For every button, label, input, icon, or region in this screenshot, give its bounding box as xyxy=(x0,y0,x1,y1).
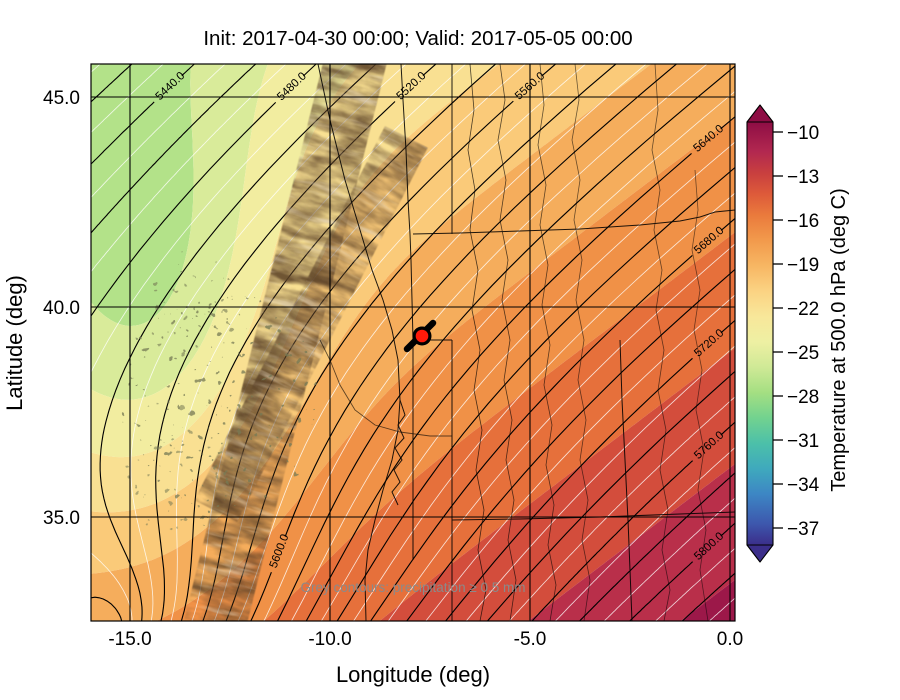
svg-text:0.0: 0.0 xyxy=(717,629,743,650)
svg-text:Init: 2017-04-30 00:00; Valid:: Init: 2017-04-30 00:00; Valid: 2017-05-0… xyxy=(203,27,632,50)
svg-text:−28: −28 xyxy=(787,387,819,408)
svg-text:−13: −13 xyxy=(787,167,819,188)
svg-text:Longitude (deg): Longitude (deg) xyxy=(336,662,490,687)
svg-text:-15.0: -15.0 xyxy=(108,629,151,650)
svg-text:-5.0: -5.0 xyxy=(514,629,547,650)
svg-text:−34: −34 xyxy=(787,475,820,496)
svg-text:−31: −31 xyxy=(787,431,819,452)
svg-text:Temperature at 500.0 hPa (deg: Temperature at 500.0 hPa (deg C) xyxy=(828,188,850,492)
svg-text:−19: −19 xyxy=(787,255,819,276)
svg-text:−25: −25 xyxy=(787,343,819,364)
svg-text:Latitude (deg): Latitude (deg) xyxy=(2,275,27,411)
svg-text:−10: −10 xyxy=(787,123,819,144)
svg-text:35.0: 35.0 xyxy=(43,508,80,529)
svg-text:−22: −22 xyxy=(787,299,819,320)
svg-text:Grey contours: precipitation ≥: Grey contours: precipitation ≥ 0.5 mm xyxy=(301,580,526,595)
svg-text:45.0: 45.0 xyxy=(43,88,80,109)
svg-text:-10.0: -10.0 xyxy=(308,629,351,650)
svg-text:−37: −37 xyxy=(787,519,819,540)
svg-text:40.0: 40.0 xyxy=(43,298,80,319)
svg-text:−16: −16 xyxy=(787,211,819,232)
